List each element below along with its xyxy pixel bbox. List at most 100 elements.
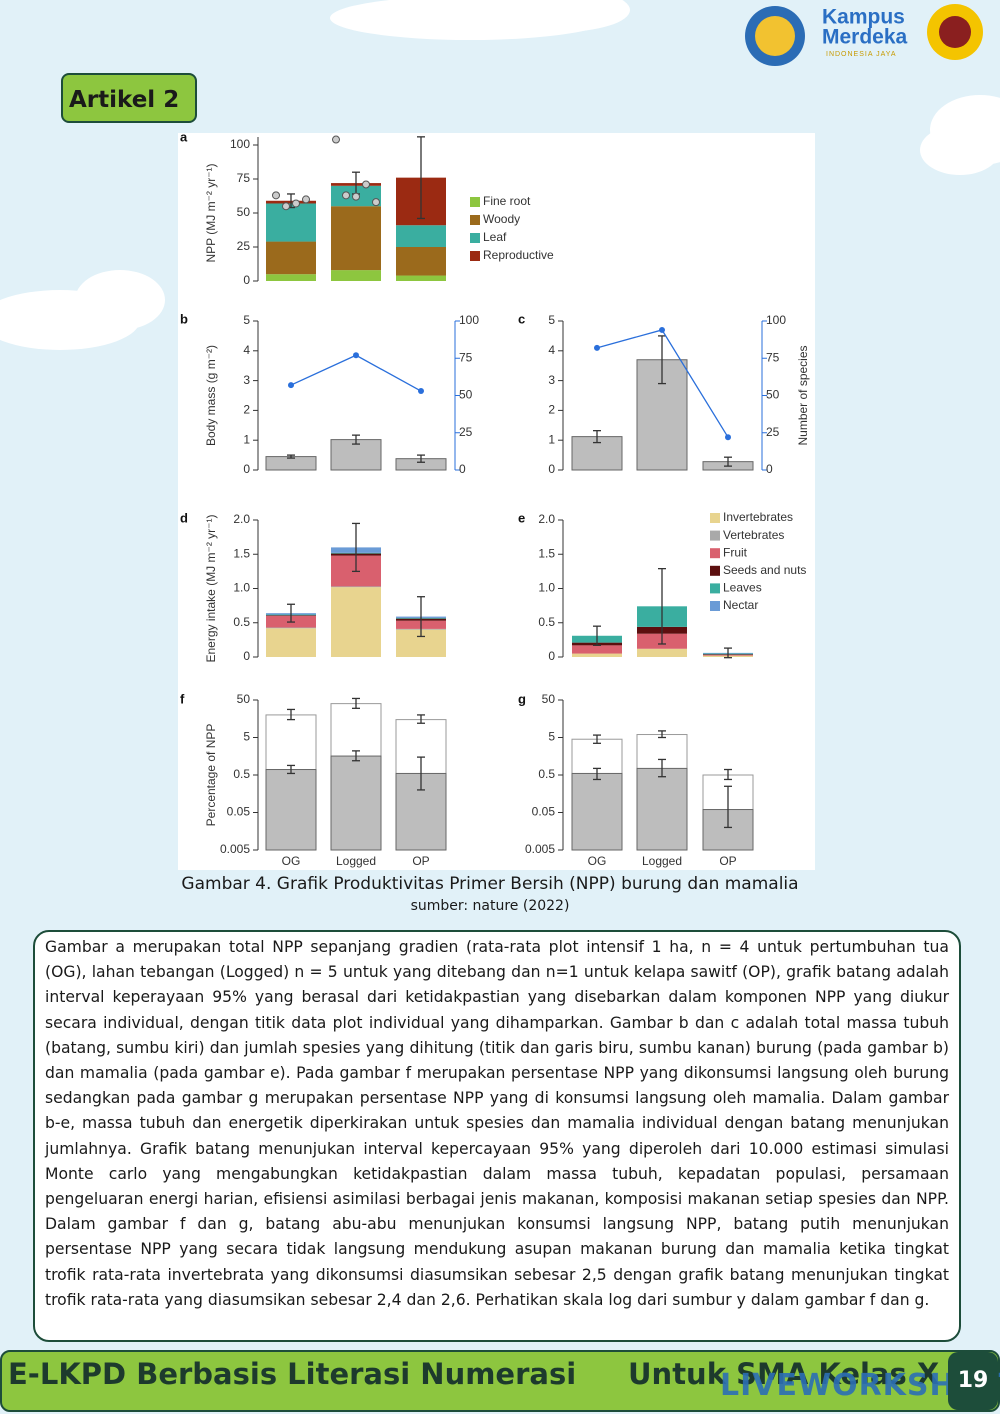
species-point (659, 326, 665, 333)
bar-segment (396, 225, 446, 247)
y-tick-label: 0.5 (538, 615, 555, 629)
direct-bar (265, 769, 317, 851)
legend-label: Reproductive (483, 248, 554, 262)
y-tick-label: 0.05 (532, 805, 556, 819)
legend-swatch (710, 601, 720, 611)
y-tick-label: 1 (243, 432, 250, 446)
x-tick-label: OP (412, 854, 429, 868)
y-tick-label: 0 (243, 649, 250, 663)
panel-label: f (180, 691, 185, 706)
legend-swatch (710, 513, 720, 523)
y-tick-label: 0.5 (538, 767, 555, 781)
y-tick-label: 5 (243, 730, 250, 744)
y2-axis-title: Number of species (796, 345, 810, 445)
bar-segment (266, 628, 316, 657)
y-tick-label: 2 (243, 403, 250, 417)
y-tick-label: 1.0 (233, 581, 250, 595)
legend-label: Invertebrates (723, 510, 793, 524)
y2-tick-label: 50 (766, 388, 780, 402)
direct-bar (636, 767, 688, 851)
y-tick-label: 2.0 (233, 512, 250, 526)
plot-point (292, 199, 300, 208)
bar-segment (266, 274, 316, 281)
plot-point (362, 180, 370, 189)
x-tick-label: Logged (642, 854, 682, 868)
y-tick-label: 0.005 (525, 842, 555, 856)
article-badge: Artikel 2 (61, 73, 197, 123)
panel-label: e (518, 510, 525, 525)
y-tick-label: 0.005 (220, 842, 250, 856)
y-tick-label: 75 (237, 171, 251, 185)
plot-point (272, 191, 280, 200)
x-tick-label: OG (588, 854, 607, 868)
y-tick-label: 2 (548, 403, 555, 417)
species-point (353, 352, 359, 359)
legend-label: Seeds and nuts (723, 563, 806, 577)
panel-label: c (518, 311, 525, 326)
bar-segment (331, 270, 381, 281)
bar-segment (331, 587, 381, 657)
legend-swatch (470, 215, 480, 225)
y-tick-label: 0.05 (227, 805, 251, 819)
bar-segment (637, 648, 687, 657)
bar-segment (572, 645, 622, 654)
x-tick-label: OG (282, 854, 301, 868)
logo-emblem (755, 16, 795, 56)
y-tick-label: 1.0 (538, 581, 555, 595)
y-tick-label: 100 (230, 137, 250, 151)
bar-segment (266, 203, 316, 242)
footer-title: E-LKPD Berbasis Literasi Numerasi (8, 1357, 577, 1391)
bar-segment (331, 206, 381, 271)
panel-label: d (180, 510, 188, 525)
footer-class: Untuk SMA Kelas X (628, 1357, 940, 1391)
y2-tick-label: 50 (459, 388, 473, 402)
y-tick-label: 25 (237, 239, 251, 253)
clouds (0, 0, 1000, 350)
y-axis-title: Body mass (g m⁻²) (204, 345, 218, 446)
y-axis-title: NPP (MJ m⁻² yr⁻¹) (204, 163, 218, 262)
species-point (725, 434, 731, 441)
y-tick-label: 50 (542, 692, 556, 706)
legend-swatch (710, 530, 720, 541)
species-point (288, 382, 294, 389)
panel-label: a (180, 129, 188, 144)
y-tick-label: 4 (548, 343, 555, 357)
bar-segment (266, 241, 316, 275)
university-logo (939, 16, 971, 48)
y-tick-label: 0 (548, 649, 555, 663)
species-point (418, 388, 424, 395)
legend-label: Leaves (723, 581, 762, 595)
y-tick-label: 50 (237, 205, 251, 219)
legend-swatch (470, 233, 480, 243)
plot-point (352, 192, 360, 201)
bar-segment (331, 586, 381, 588)
panel-label: g (518, 691, 526, 706)
legend-label: Fine root (483, 194, 531, 208)
bar-segment (396, 275, 446, 281)
legend-label: Leaf (483, 230, 507, 244)
plot-point (332, 135, 340, 144)
y-axis-title: Percentage of NPP (204, 724, 218, 827)
x-tick-label: Logged (336, 854, 376, 868)
page-number: 19 (948, 1352, 998, 1410)
legend-label: Nectar (723, 598, 758, 612)
legend-label: Fruit (723, 545, 748, 559)
legend-swatch (710, 583, 720, 594)
y2-tick-label: 0 (459, 462, 466, 476)
logo-text: Kampus (822, 6, 905, 29)
y-tick-label: 0.5 (233, 767, 250, 781)
y2-tick-label: 25 (766, 425, 780, 439)
direct-bar (571, 772, 623, 851)
species-point (594, 344, 600, 351)
direct-bar (330, 755, 382, 851)
legend-swatch (470, 197, 480, 207)
y-tick-label: 5 (243, 313, 250, 327)
logo-subtext: INDONESIA JAYA (826, 51, 897, 58)
figure-caption: Gambar 4. Grafik Produktivitas Primer Be… (181, 874, 799, 894)
y-tick-label: 5 (548, 313, 555, 327)
panel-label: b (180, 311, 188, 326)
y-tick-label: 1.5 (233, 546, 250, 560)
legend-swatch (710, 565, 720, 576)
